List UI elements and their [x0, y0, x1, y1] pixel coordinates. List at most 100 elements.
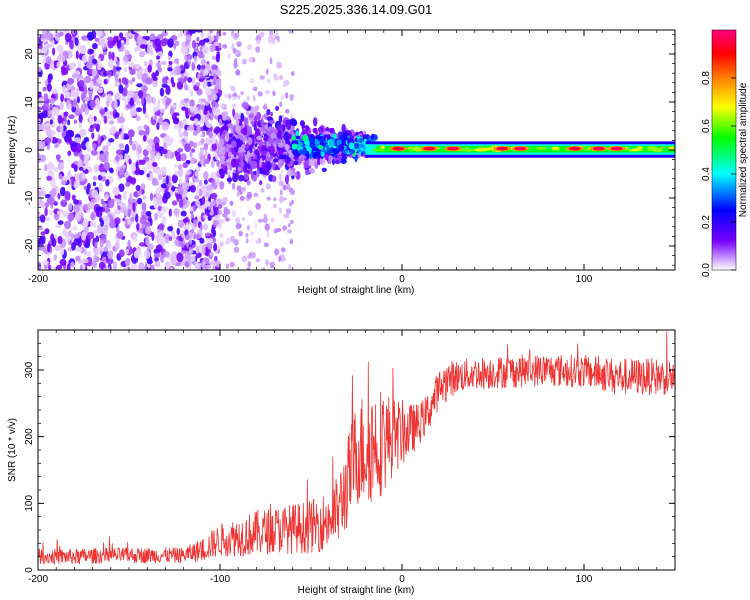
spectrogram-cell	[183, 198, 187, 206]
spectrogram-cell	[90, 211, 96, 221]
spectrogram-cell	[188, 249, 193, 254]
spectrogram-y-tick-label: -20	[24, 238, 35, 253]
spectrogram-cell	[192, 142, 197, 149]
spectrogram-cell	[261, 161, 266, 171]
spectrogram-cell	[89, 80, 94, 91]
spectrogram-cell	[76, 96, 80, 104]
spectrogram-cell	[313, 117, 318, 127]
spectrogram-cell	[217, 42, 222, 49]
spectrogram-cell	[202, 70, 207, 77]
spectrogram-cell	[183, 76, 188, 82]
spectrogram-cell	[67, 150, 72, 157]
spectrogram-cell	[315, 134, 321, 141]
spectrogram-cell	[185, 222, 189, 231]
spectrogram-cell	[176, 228, 180, 235]
spectrogram-cell	[67, 230, 72, 237]
spectrogram-cell	[161, 206, 168, 213]
spectrogram-cell	[113, 198, 121, 204]
spectrogram-cell	[182, 181, 190, 191]
spectrogram-cell	[60, 186, 66, 197]
spectrogram-cell	[111, 51, 115, 61]
spectrogram-cell	[247, 261, 252, 268]
spectrogram-cell	[83, 250, 88, 256]
spectrogram-cell	[233, 61, 238, 69]
spectrogram-cell	[167, 55, 172, 61]
spectrogram-cell	[241, 255, 247, 263]
spectrogram-cell	[44, 216, 51, 222]
spectrogram-cell	[149, 218, 153, 226]
spectrogram-cell	[248, 156, 253, 165]
spectrogram-cell	[94, 85, 98, 92]
spectrogram-cell	[145, 77, 153, 85]
spectrogram-x-tick-label: -200	[28, 274, 48, 285]
spectrogram-cell	[266, 196, 271, 201]
spectrogram-cell	[222, 146, 226, 155]
spectrogram-cell	[85, 256, 93, 267]
spectrogram-cell	[254, 115, 258, 125]
spectrogram-cell	[235, 217, 241, 225]
spectrogram-cell	[257, 218, 264, 223]
spectrogram-cell	[227, 151, 233, 158]
spectrogram-cell	[105, 179, 110, 187]
spectrogram-cell	[169, 106, 174, 116]
spectrogram-cell	[279, 189, 283, 196]
spectrogram-cell	[160, 166, 167, 176]
spectrogram-cell	[54, 143, 58, 149]
spectrogram-cell	[226, 171, 231, 176]
spectrogram-cell	[203, 109, 208, 115]
spectrogram-cell	[201, 259, 206, 267]
spectrogram-cell	[173, 43, 177, 50]
spectrogram-cell	[255, 169, 260, 178]
spectrogram-cell	[192, 130, 198, 136]
spectrogram-cell	[288, 153, 295, 158]
spectrogram-cell	[170, 256, 177, 266]
spectrogram-cell	[204, 116, 209, 126]
spectrogram-cell	[38, 225, 43, 231]
spectrogram-cell	[292, 140, 296, 144]
spectrogram-cell	[176, 252, 184, 263]
spectrogram-cell	[161, 121, 170, 131]
spectrogram-cell	[60, 124, 64, 133]
spectrogram-cell	[140, 39, 147, 45]
colorbar-ticks: 0.0 0.2 0.4 0.6 0.8	[701, 71, 736, 277]
spectrogram-cell	[285, 143, 289, 152]
spectrogram-cell	[278, 154, 286, 160]
spectrogram-cell	[286, 133, 293, 140]
spectrogram-cell	[260, 145, 267, 151]
colorbar-tick-label: 0.0	[701, 263, 712, 277]
spectrogram-cell	[86, 31, 94, 41]
spectrogram-cell	[229, 200, 234, 206]
spectrogram-cell	[255, 39, 261, 45]
spectrogram-cell	[247, 210, 253, 216]
spectrogram-cell	[136, 223, 140, 231]
spectrogram-cell	[38, 106, 42, 111]
spectrogram-cell	[193, 118, 199, 126]
spectrogram-cell	[278, 180, 284, 187]
spectrogram-cell	[97, 174, 103, 181]
spectrogram-cell	[196, 187, 200, 198]
spectrogram-cell	[149, 192, 154, 201]
spectrogram-cell	[285, 157, 290, 165]
spectrogram-cell	[138, 125, 143, 131]
spectrogram-cell	[329, 138, 335, 147]
spectrogram-cell	[47, 243, 51, 253]
spectrogram-cell	[289, 188, 296, 196]
spectrogram-cell	[38, 140, 43, 149]
spectrogram-cell	[255, 239, 259, 245]
spectrogram-cell	[187, 254, 192, 262]
spectrogram-cell	[280, 247, 286, 253]
spectrogram-cell	[78, 114, 83, 123]
spectrogram-cell	[57, 220, 64, 226]
spectrogram-cell	[99, 153, 107, 163]
spectrogram-cell	[83, 84, 87, 93]
spectrogram-cell	[72, 225, 78, 232]
spectrogram-cell	[157, 44, 162, 52]
spectrogram-cell	[269, 30, 274, 36]
spectrogram-cell	[84, 107, 90, 115]
spectrogram-cell	[358, 137, 364, 144]
spectrogram-cell	[44, 43, 48, 54]
spectrogram-cell	[141, 96, 145, 106]
spectrogram-cell	[129, 68, 136, 76]
spectrogram-cell	[206, 137, 211, 145]
snr-axes: -200 -100 0 100 0 100 200 300	[24, 329, 676, 585]
